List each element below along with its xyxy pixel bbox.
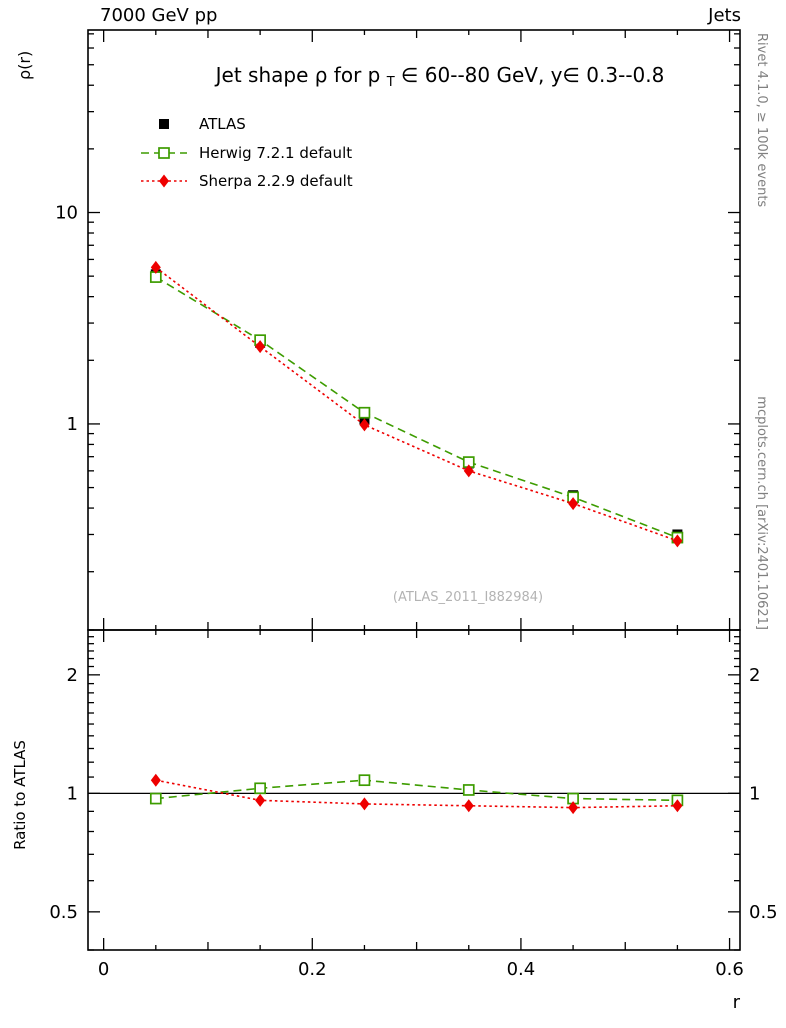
ratio-ytick-label-right: 0.5	[749, 902, 778, 923]
ratio-y-axis-label: Ratio to ATLAS	[11, 740, 29, 850]
x-axis-label: r	[733, 992, 741, 1013]
main-y-axis-label: ρ(r)	[15, 51, 34, 80]
legend-label: ATLAS	[199, 115, 246, 133]
analysis-id-watermark: (ATLAS_2011_I882984)	[393, 590, 543, 605]
ratio-ytick-label-right: 2	[749, 665, 760, 686]
legend-item-herwig-7-2-1-default: Herwig 7.2.1 default	[141, 144, 352, 162]
chart-render-root: 1 10 0.5 0.5 1 1 2 2 0 0.2 0.4 0.6 ATLAS Herwig 7.2.1…	[49, 29, 778, 980]
mcplots-reference-note: mcplots.cern.ch [arXiv:2401.10621]	[754, 396, 769, 630]
ratio-ytick-label-left: 0.5	[49, 902, 78, 923]
header-analysis-type: Jets	[707, 5, 741, 26]
rivet-version-note: Rivet 4.1.0, ≥ 100k events	[754, 33, 769, 207]
ratio-ytick-label-left: 2	[67, 665, 78, 686]
xtick-label: 0	[98, 959, 109, 980]
plot-title-pre: Jet shape ρ for p	[214, 63, 381, 87]
plot-title-post: ∈ 60--80 GeV, y∈ 0.3--0.8	[401, 63, 664, 87]
plot-title: Jet shape ρ for p T ∈ 60--80 GeV, y∈ 0.3…	[214, 63, 665, 91]
ratio-ytick-label-left: 1	[67, 783, 78, 804]
main-ytick-label: 10	[55, 203, 78, 224]
header-beam-energy: 7000 GeV pp	[100, 5, 217, 26]
legend: ATLAS Herwig 7.2.1 default Sherpa 2.2.9 de…	[141, 115, 353, 190]
tick-labels: 1 10 0.5 0.5 1 1 2 2 0 0.2 0.4 0.6	[49, 203, 777, 980]
axis-ticks	[88, 30, 740, 951]
legend-label: Herwig 7.2.1 default	[199, 144, 352, 162]
xtick-label: 0.4	[507, 959, 536, 980]
series-herwig-7-2-1-default	[149, 271, 684, 807]
plot-title-sub: T	[386, 75, 395, 90]
legend-item-sherpa-2-2-9-default: Sherpa 2.2.9 default	[141, 172, 353, 190]
main-ytick-label: 1	[67, 414, 78, 435]
legend-label: Sherpa 2.2.9 default	[199, 172, 353, 190]
series-atlas	[150, 269, 683, 540]
xtick-label: 0.2	[298, 959, 327, 980]
legend-item-atlas: ATLAS	[159, 115, 246, 133]
ratio-ytick-label-right: 1	[749, 783, 760, 804]
panel-frames	[87, 29, 741, 951]
xtick-label: 0.6	[715, 959, 744, 980]
series-sherpa-2-2-9-default	[150, 260, 683, 815]
